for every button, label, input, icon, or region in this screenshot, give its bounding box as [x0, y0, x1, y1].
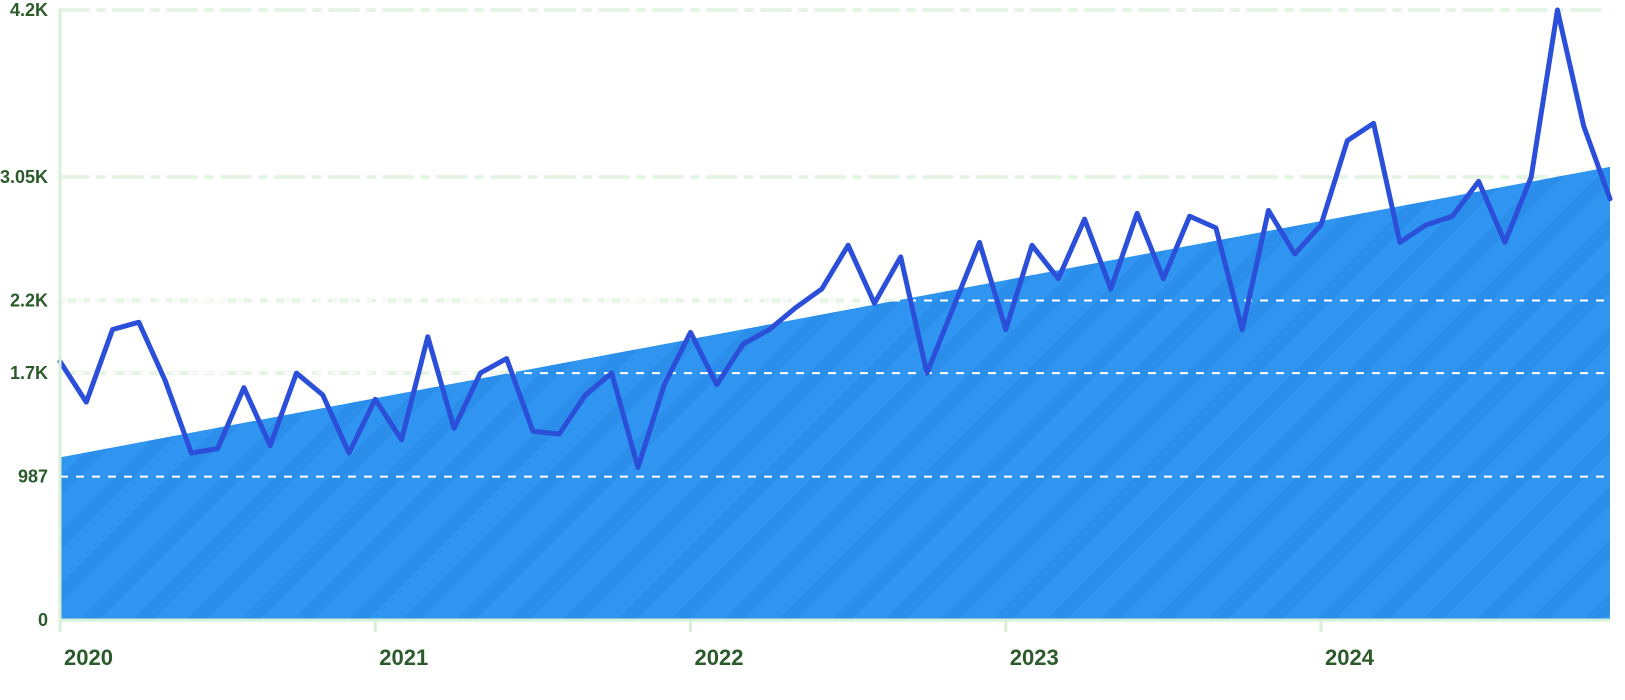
y-tick-label: 4.2K [10, 0, 48, 20]
trend-chart: 4.2K 3.05K 2.2K 1.7K 987 0 2020 2021 2022 2023 202… [0, 0, 1625, 700]
y-tick-label: 1.7K [10, 363, 48, 383]
y-tick-label: 987 [18, 467, 48, 487]
y-tick-label: 2.2K [10, 290, 48, 310]
x-tick-label: 2023 [1010, 645, 1059, 670]
x-tick-label: 2021 [379, 645, 428, 670]
x-tick-label: 2022 [695, 645, 744, 670]
y-tick-label: 3.05K [0, 167, 48, 187]
trend-area-hatch [60, 10, 1610, 620]
x-tick-label: 2020 [64, 645, 113, 670]
x-tick-label: 2024 [1325, 645, 1375, 670]
chart-svg: 4.2K 3.05K 2.2K 1.7K 987 0 2020 2021 2022 2023 202… [0, 0, 1625, 700]
y-tick-label: 0 [38, 610, 48, 630]
